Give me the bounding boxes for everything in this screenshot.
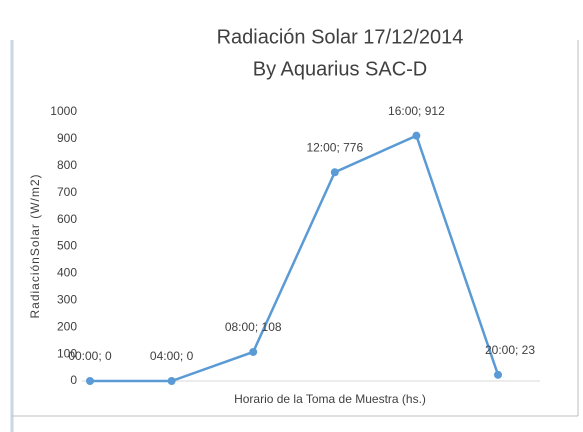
y-tick-label: 500 xyxy=(57,239,77,253)
data-label: 16:00; 912 xyxy=(388,104,445,118)
y-tick-label: 200 xyxy=(57,319,77,333)
data-label: 20:00; 23 xyxy=(485,343,535,357)
y-tick-label: 700 xyxy=(57,185,77,199)
data-point xyxy=(330,168,339,177)
y-tick-label: 300 xyxy=(57,292,77,306)
y-tick-label: 800 xyxy=(57,158,77,172)
data-point xyxy=(494,370,502,379)
data-label: 04:00; 0 xyxy=(150,349,194,363)
y-axis-label: RadiaciónSolar (W/m2) xyxy=(28,173,42,318)
data-point xyxy=(167,377,176,385)
data-point xyxy=(86,377,94,385)
data-point xyxy=(412,131,421,140)
y-tick-label: 0 xyxy=(70,373,77,387)
x-axis-label: Horario de la Toma de Muestra (hs.) xyxy=(234,392,426,406)
y-tick-label: 400 xyxy=(57,266,77,280)
chart-subtitle: By Aquarius SAC-D xyxy=(253,58,428,80)
data-point xyxy=(249,347,258,356)
y-tick-label: 900 xyxy=(57,131,77,145)
data-label: 08:00; 108 xyxy=(225,320,282,334)
y-tick-label: 100 xyxy=(57,346,77,360)
data-label: 00:00; 0 xyxy=(68,349,112,363)
data-label: 12:00; 776 xyxy=(306,140,363,154)
series-line xyxy=(90,133,500,383)
y-tick-label: 1000 xyxy=(50,104,77,118)
y-tick-label: 600 xyxy=(57,212,77,226)
chart-title: Radiación Solar 17/12/2014 xyxy=(217,26,464,48)
